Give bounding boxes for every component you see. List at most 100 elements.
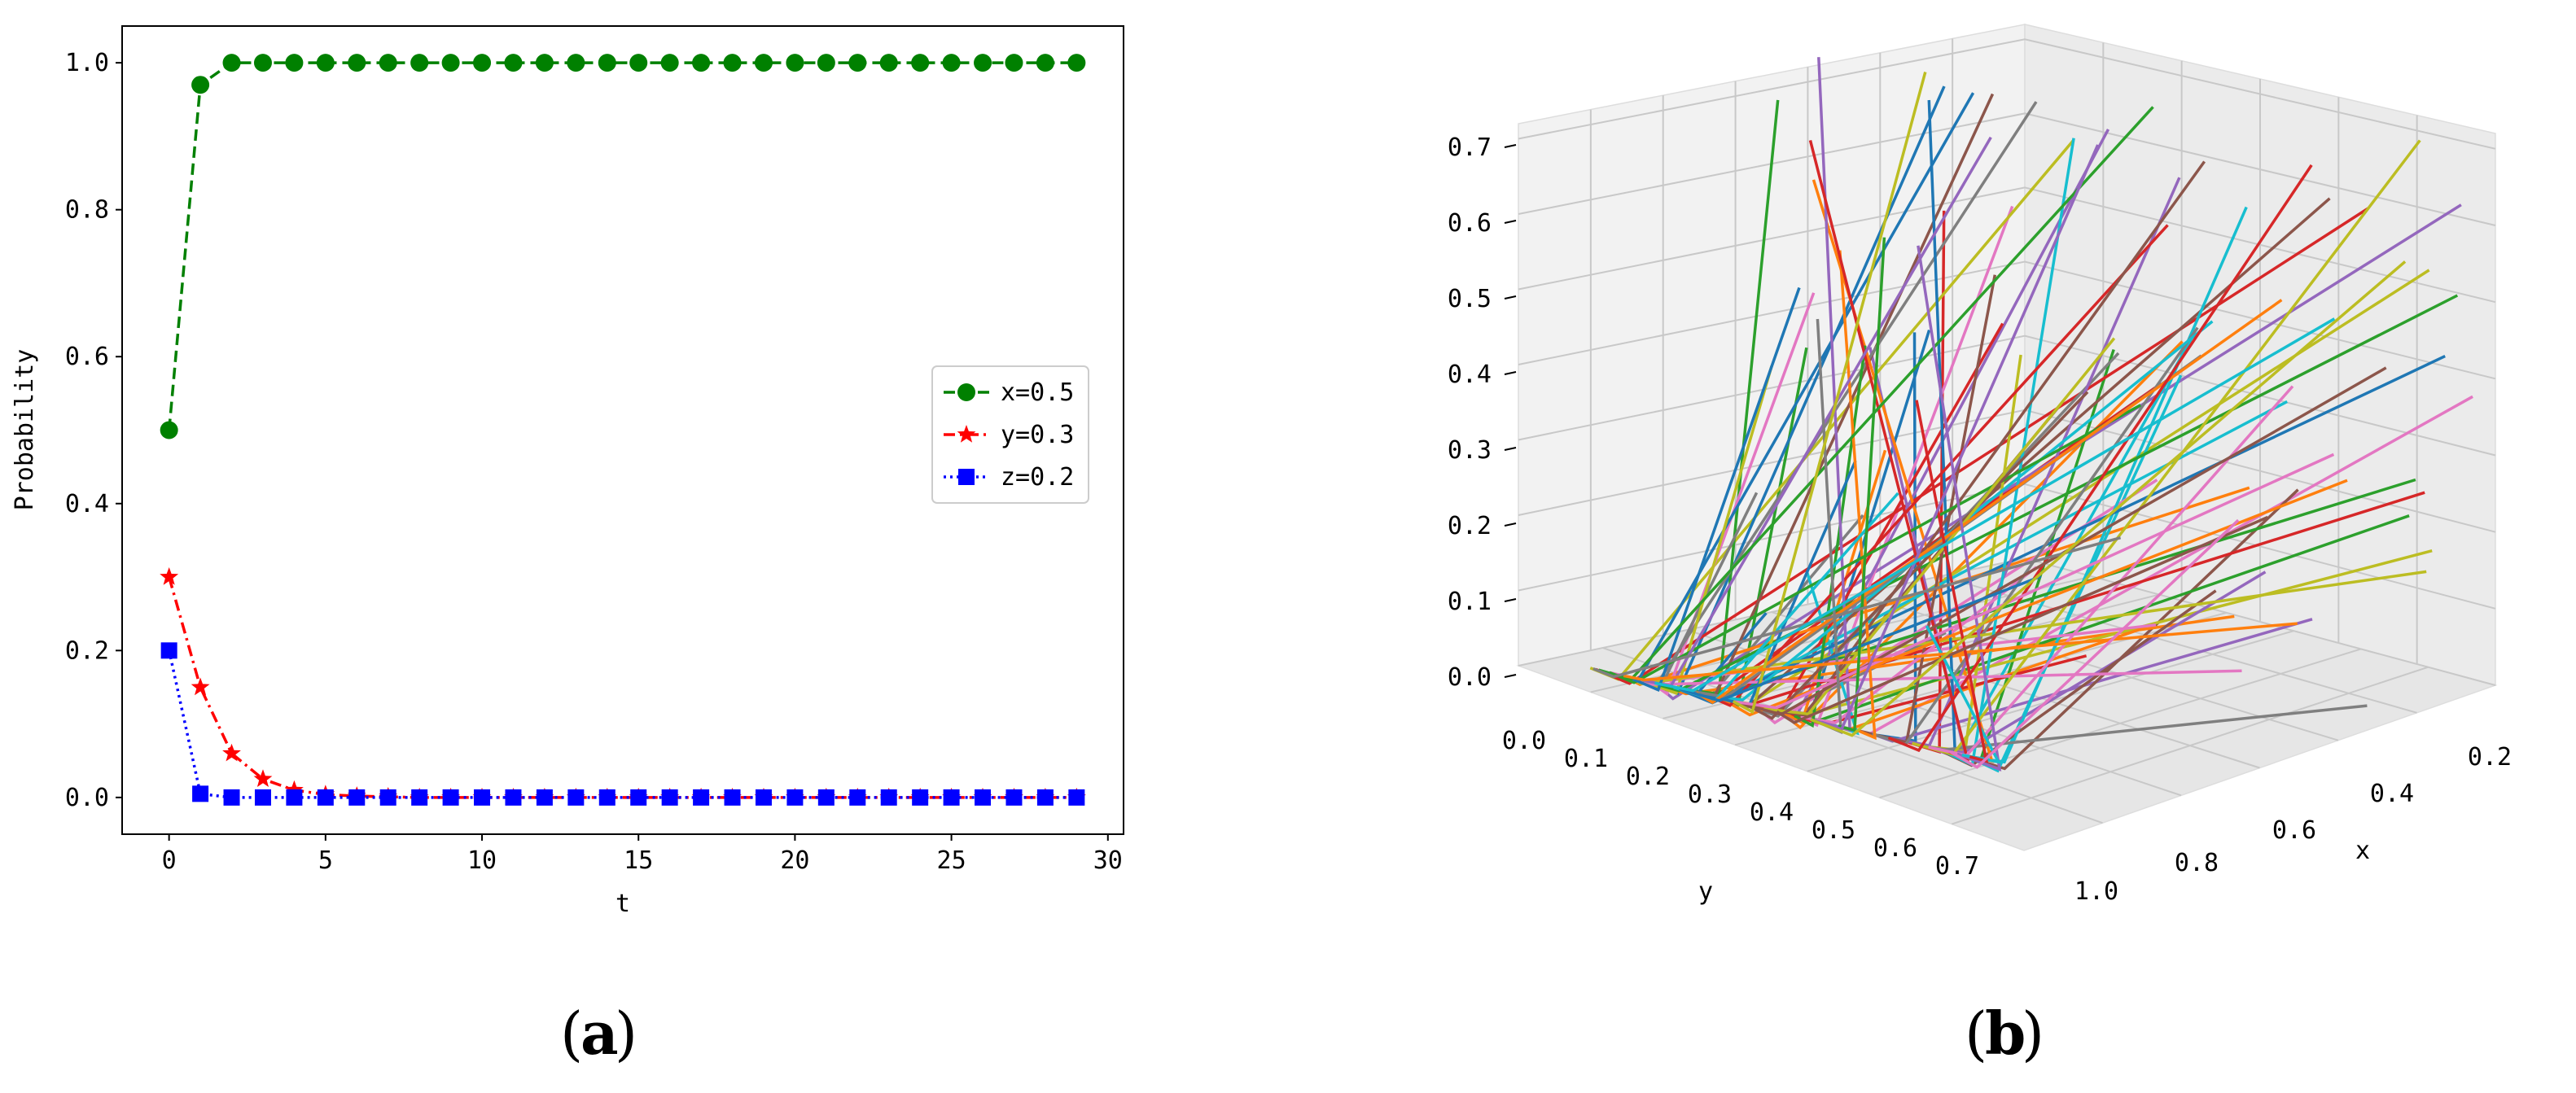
data-point: [379, 54, 397, 72]
panel-b-3d-line-chart: 0.0 0.1 0.2 0.3 0.4 0.5 0.6 0.7 0.0 0.1 0.2 0.3 0.4 0…: [1448, 24, 2512, 906]
caption-b-letter: b: [1985, 999, 2026, 1068]
y-tick-label: 0.2: [65, 636, 109, 665]
data-point: [880, 789, 897, 806]
panel-a-line-chart: 0 5 10 15 20 25 30 0.0 0.2 0.4 0.6 0.8 1.0 t Probabi…: [11, 25, 1124, 918]
panel-b-ticks: 0.0 0.1 0.2 0.3 0.4 0.5 0.6 0.7 0.0 0.1 0.2 0.3 0.4 0…: [1448, 133, 2512, 906]
trajectory-line: [1623, 622, 2298, 682]
x-tick-label: 30: [1093, 846, 1123, 875]
data-point: [411, 789, 428, 806]
data-point: [598, 789, 616, 806]
trajectory-line: [1763, 337, 2116, 716]
data-point: [660, 54, 679, 72]
y-tick-label: 0.0: [1502, 727, 1546, 755]
data-point: [379, 789, 396, 806]
data-point: [254, 789, 271, 806]
z-tick-mark: [1504, 295, 1517, 299]
legend-marker: [957, 425, 976, 443]
caption-a-letter: a: [580, 999, 619, 1068]
x-tick-label: 20: [780, 846, 809, 875]
plot-a-frame: [121, 25, 1124, 835]
data-point: [754, 54, 773, 72]
z-tick-mark: [1504, 522, 1517, 527]
data-point: [536, 789, 553, 806]
trajectory-line: [1598, 106, 2154, 681]
data-point: [879, 54, 898, 72]
y-tick-label: 0.3: [1688, 780, 1732, 809]
z-tick-mark: [1504, 447, 1517, 451]
legend-label: z=0.2: [1001, 463, 1074, 492]
data-point: [1068, 789, 1085, 806]
svg-text:): ): [2022, 999, 2044, 1068]
trajectory-line: [1838, 250, 1877, 741]
data-point: [817, 789, 835, 806]
trajectory-line: [1820, 144, 2100, 732]
data-point: [943, 789, 960, 806]
data-point: [222, 54, 241, 72]
y-tick-label: 0.6: [1873, 834, 1917, 863]
y-tick-label: 0.6: [65, 343, 109, 371]
z-tick-label: 0.5: [1448, 285, 1492, 313]
y-tick-label: 1.0: [65, 49, 109, 77]
y-tick-label: 0.1: [1564, 745, 1608, 773]
data-point: [160, 421, 178, 439]
trajectory-line: [1654, 317, 2336, 693]
svg-text:): ): [615, 999, 637, 1068]
z-tick-mark: [1504, 220, 1517, 224]
panel-b-lines: [1589, 57, 2473, 773]
data-point: [473, 54, 492, 72]
z-tick-label: 0.6: [1448, 209, 1492, 238]
z-tick-label: 0.0: [1448, 663, 1492, 692]
data-point: [160, 567, 179, 585]
x-tick-label: 0.8: [2175, 849, 2219, 877]
data-point: [786, 54, 804, 72]
data-point: [1036, 789, 1054, 806]
data-point: [723, 54, 742, 72]
data-point: [160, 642, 177, 659]
y-tick-label: 0.4: [65, 490, 109, 518]
data-point: [253, 769, 273, 787]
data-point: [911, 54, 930, 72]
z-tick-mark: [1504, 144, 1517, 148]
svg-text:(: (: [560, 999, 583, 1068]
z-tick-label: 0.2: [1448, 512, 1492, 540]
x-tick-label: 25: [937, 846, 966, 875]
data-point: [223, 789, 240, 806]
x-tick-label: 15: [624, 846, 653, 875]
data-point: [192, 785, 209, 802]
panel-a-ticks: 0 5 10 15 20 25 30 0.0 0.2 0.4 0.6 0.8 1.0: [65, 49, 1123, 875]
legend-label: y=0.3: [1001, 421, 1074, 449]
data-point: [191, 76, 210, 94]
series-line: [168, 576, 1077, 799]
z-tick-label: 0.1: [1448, 588, 1492, 616]
caption-b: ( b ): [1965, 999, 2044, 1068]
legend-marker: [958, 469, 975, 485]
data-point: [410, 54, 429, 72]
legend-label: x=0.5: [1001, 378, 1074, 407]
y-tick-label: 0.2: [1626, 763, 1670, 791]
trajectory-line: [1776, 515, 2268, 724]
svg-text:(: (: [1965, 999, 1987, 1068]
z-tick-label: 0.7: [1448, 133, 1492, 162]
data-point: [567, 789, 585, 806]
data-point: [567, 54, 585, 72]
legend-marker: [957, 383, 975, 401]
data-point: [1036, 54, 1054, 72]
data-point: [441, 54, 460, 72]
data-point: [849, 789, 866, 806]
data-point: [1067, 54, 1086, 72]
data-point: [630, 789, 647, 806]
data-point: [661, 789, 678, 806]
y-tick-label: 0.8: [65, 196, 109, 225]
data-point: [442, 789, 459, 806]
data-point: [786, 789, 804, 806]
z-tick-mark: [1504, 598, 1517, 602]
data-point: [724, 789, 741, 806]
data-point: [504, 54, 523, 72]
y-tick-label: 0.4: [1750, 798, 1794, 827]
data-point: [191, 677, 210, 696]
trajectory-line: [1810, 260, 2407, 737]
z-tick-label: 0.4: [1448, 361, 1492, 389]
y-tick-label: 0.7: [1935, 852, 1979, 881]
caption-a: ( a ): [560, 999, 637, 1068]
